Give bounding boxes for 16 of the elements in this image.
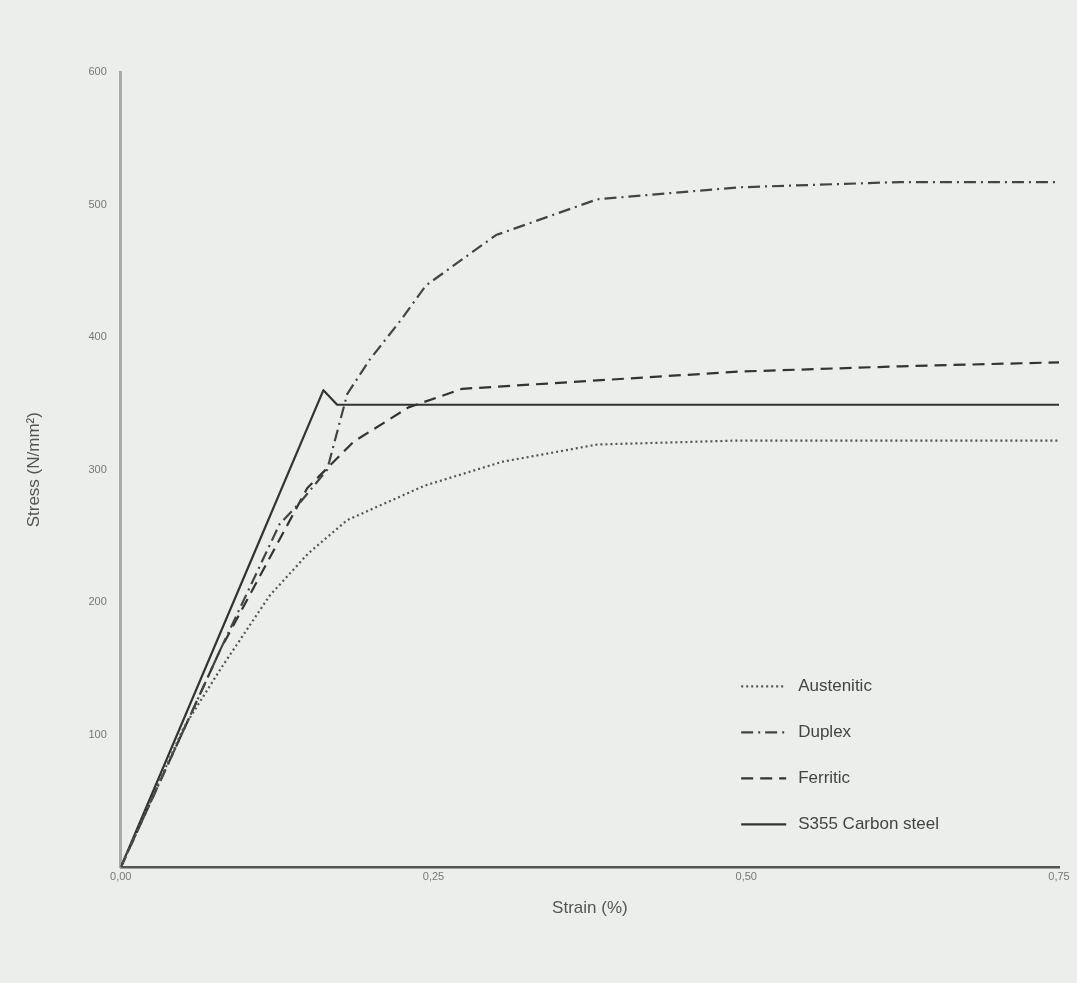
y-tick-label: 100 <box>88 727 107 740</box>
y-tick-label: 300 <box>88 462 107 475</box>
y-tick-label: 600 <box>88 65 107 78</box>
legend-label: S355 Carbon steel <box>798 814 940 834</box>
legend-label: Austenitic <box>798 676 873 696</box>
y-axis-title: Stress (N/mm²) <box>23 412 43 528</box>
legend-label: Duplex <box>798 722 852 742</box>
x-tick-label: 0,00 <box>110 870 132 883</box>
x-tick-label: 0,75 <box>1048 870 1070 883</box>
y-tick-label: 400 <box>88 330 107 343</box>
x-tick-label: 0,25 <box>422 870 445 883</box>
y-tick-label: 200 <box>88 595 107 608</box>
x-axis-title: Strain (%) <box>552 898 628 918</box>
legend-label: Ferritic <box>798 768 851 788</box>
x-tick-label: 0,50 <box>735 870 757 883</box>
y-tick-label: 500 <box>88 197 107 210</box>
